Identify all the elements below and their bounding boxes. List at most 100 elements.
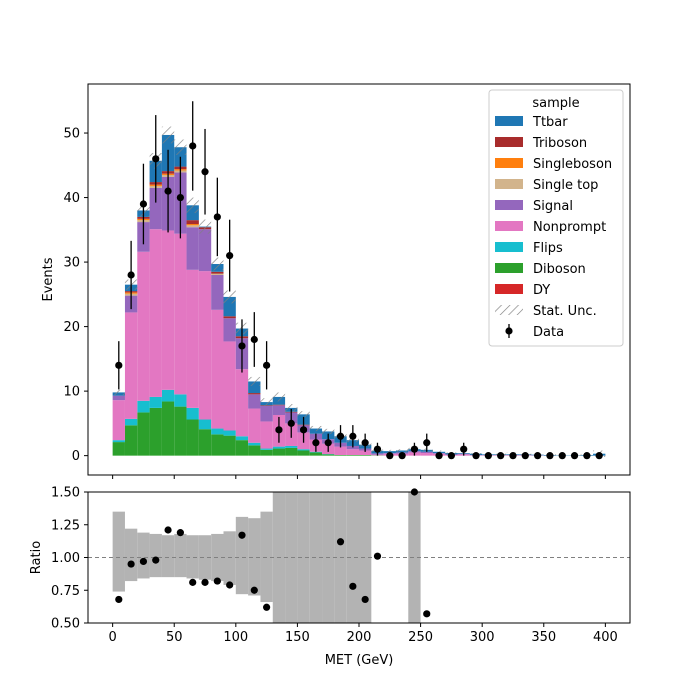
stack-bar-nonprompt — [124, 312, 138, 419]
data-point — [115, 361, 123, 369]
stack-bar-triboson — [211, 271, 224, 274]
legend-swatch-flips — [495, 242, 523, 252]
stack-bar-signal — [223, 318, 236, 342]
data-point — [238, 342, 246, 350]
legend-swatch-single-top — [495, 179, 523, 189]
x-tick-label: 50 — [166, 630, 183, 645]
stat-unc-band — [285, 404, 298, 412]
ratio-point — [226, 581, 234, 589]
stack-bar-diboson — [334, 454, 347, 456]
stat-unc-band — [211, 257, 224, 271]
legend-swatch-stat-unc — [495, 305, 523, 315]
data-point — [521, 452, 529, 460]
data-point — [435, 452, 443, 460]
data-point — [546, 452, 554, 460]
stack-bar-singleboson — [186, 224, 199, 226]
stat-unc-band — [198, 219, 212, 234]
ratio-point — [213, 577, 221, 585]
data-point — [287, 419, 295, 427]
legend-swatch-ttbar — [495, 116, 523, 126]
stack-bar-flips — [174, 394, 187, 407]
ratio-unc-band — [198, 535, 212, 580]
stack-bar-diboson — [149, 407, 162, 456]
stack-bar-signal — [149, 187, 162, 230]
y-axis-label: Events — [41, 257, 56, 301]
legend-box — [488, 89, 624, 347]
x-tick-label: 200 — [347, 630, 372, 645]
legend-swatch-nonprompt — [495, 221, 523, 231]
data-point — [497, 452, 505, 460]
stack-bar-signal — [248, 394, 261, 409]
data-point — [386, 452, 394, 460]
stack-bar-ttbar — [309, 428, 323, 434]
stat-unc-band — [309, 425, 323, 432]
legend-label: Flips — [533, 241, 563, 256]
stack-bar-flips — [186, 407, 199, 420]
legend-swatch-triboson — [495, 137, 523, 147]
stack-bar-single-top — [186, 225, 199, 228]
stack-bar-nonprompt — [260, 421, 273, 449]
ratio-unc-band — [408, 492, 421, 623]
data-point — [324, 439, 332, 447]
stack-bar-nonprompt — [420, 453, 433, 456]
ratio-point — [336, 538, 345, 546]
stack-bar-nonprompt — [334, 446, 347, 455]
stack-bar-flips — [260, 448, 273, 450]
stack-bar-signal — [211, 274, 224, 310]
ratio-point — [152, 556, 160, 564]
stack-bar-flips — [211, 428, 224, 435]
ratio-point — [164, 526, 172, 534]
ratio-unc-band — [161, 535, 175, 578]
data-point — [410, 445, 419, 453]
stack-bar-nonprompt — [161, 230, 175, 390]
stack-bar-nonprompt — [174, 233, 187, 395]
stack-bar-signal — [346, 445, 359, 450]
data-point — [275, 426, 283, 434]
ratio-unc-band — [346, 492, 359, 623]
x-tick-label: 150 — [285, 630, 310, 645]
data-point — [570, 452, 579, 460]
stack-bar-signal — [186, 227, 199, 270]
stack-bar-diboson — [161, 401, 175, 456]
ratio-unc-band — [248, 518, 261, 596]
data-point — [164, 187, 172, 195]
stack-bar-diboson — [346, 454, 359, 456]
y-tick-label: 0 — [72, 449, 80, 464]
ratio-unc-band — [124, 528, 138, 582]
data-point — [460, 445, 468, 453]
ratio-point — [238, 531, 246, 539]
stack-bar-signal — [198, 229, 212, 272]
stack-bar-flips — [161, 389, 175, 402]
legend-swatch-diboson — [495, 263, 523, 273]
stack-bar-flips — [112, 440, 125, 443]
ratio-y-tick-label: 1.50 — [51, 486, 80, 501]
ratio-point — [189, 578, 197, 586]
data-point — [595, 452, 603, 460]
stat-unc-band — [432, 450, 446, 454]
ratio-y-tick-label: 0.50 — [51, 617, 80, 632]
stack-bar-triboson — [248, 393, 261, 395]
ratio-point — [176, 529, 184, 537]
ratio-point — [201, 578, 209, 586]
stack-bar-nonprompt — [346, 449, 359, 455]
stat-unc-band — [260, 398, 273, 406]
stack-bar-nonprompt — [223, 341, 236, 431]
data-point — [336, 432, 345, 440]
data-point — [127, 271, 135, 279]
data-point — [398, 452, 406, 460]
ratio-y-tick-label: 1.25 — [51, 518, 80, 533]
data-point — [373, 445, 382, 453]
legend-label: Diboson — [533, 262, 586, 277]
ratio-unc-band — [260, 511, 273, 603]
stack-bar-flips — [223, 430, 236, 436]
stack-bar-flips — [137, 400, 150, 413]
ratio-unc-band — [297, 492, 310, 623]
stat-unc-band — [297, 411, 310, 418]
ratio-point — [139, 557, 148, 566]
x-tick-label: 350 — [531, 630, 556, 645]
y-tick-label: 20 — [63, 320, 80, 335]
y-tick-label: 40 — [63, 191, 80, 206]
x-tick-label: 0 — [108, 630, 116, 645]
x-tick-label: 250 — [408, 630, 433, 645]
stack-bar-diboson — [112, 442, 125, 456]
